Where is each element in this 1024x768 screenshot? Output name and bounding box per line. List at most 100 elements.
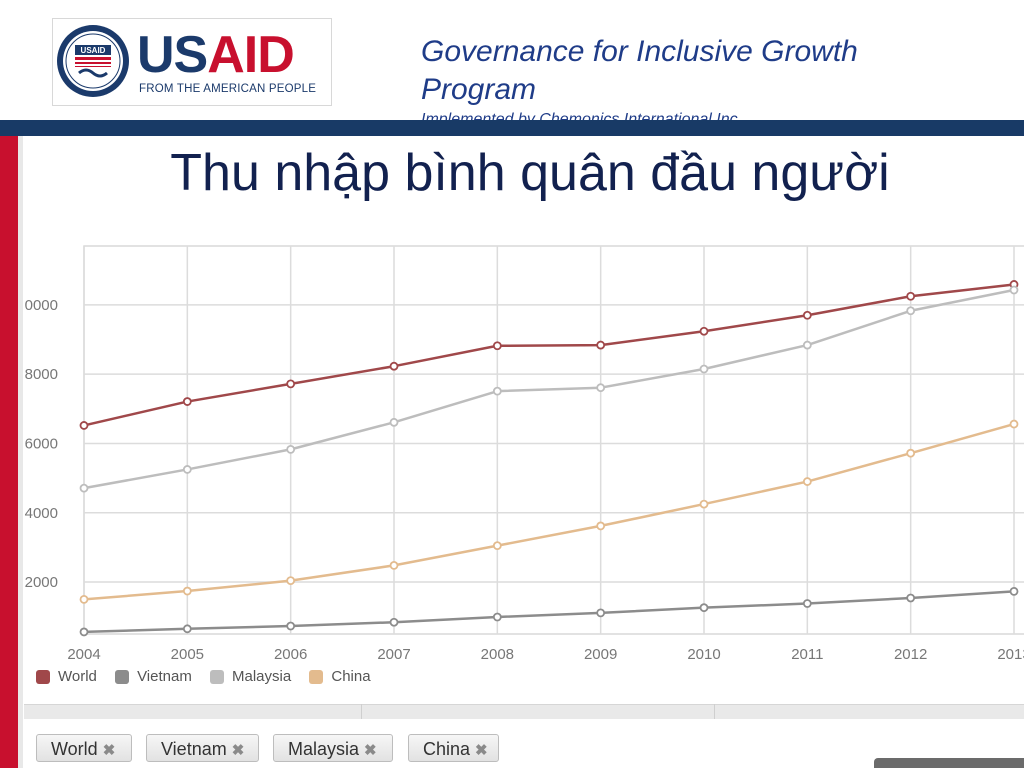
data-point-world bbox=[79, 421, 89, 430]
y-tick-label: 10000 bbox=[24, 297, 58, 314]
chip-label: Vietnam bbox=[161, 739, 227, 759]
wordmark-aid: AID bbox=[207, 26, 295, 84]
y-tick-label: 4000 bbox=[25, 505, 58, 522]
x-tick-label: 2010 bbox=[687, 646, 720, 663]
data-point-vietnam bbox=[492, 612, 502, 622]
data-point-world bbox=[492, 341, 502, 351]
legend-item-china: China bbox=[309, 668, 371, 685]
income-line-chart: 2000 4000 6000 8000 10000 2004 2005 2006 2007 200… bbox=[24, 245, 1024, 663]
close-icon[interactable]: ✖ bbox=[364, 742, 377, 759]
legend-label: World bbox=[58, 668, 97, 685]
logo-tagline: FROM THE AMERICAN PEOPLE bbox=[139, 83, 317, 95]
data-point-vietnam bbox=[802, 599, 812, 608]
close-icon[interactable]: ✖ bbox=[475, 742, 488, 759]
chip-world[interactable]: World ✖ bbox=[36, 734, 132, 762]
x-tick-label: 2004 bbox=[67, 646, 100, 663]
legend-label: China bbox=[331, 668, 371, 685]
data-point-malaysia bbox=[286, 444, 296, 454]
data-point-malaysia bbox=[79, 483, 89, 493]
data-point-vietnam bbox=[596, 608, 606, 618]
data-point-world bbox=[802, 310, 812, 320]
data-point-world bbox=[596, 340, 606, 350]
data-point-malaysia bbox=[802, 340, 812, 350]
data-point-china bbox=[699, 499, 709, 509]
data-point-malaysia bbox=[596, 383, 606, 393]
legend-item-malaysia: Malaysia bbox=[210, 668, 291, 685]
side-accent-bar bbox=[0, 136, 18, 768]
y-tick-label: 6000 bbox=[25, 435, 58, 452]
side-accent-shadow bbox=[18, 136, 23, 768]
close-icon[interactable]: ✖ bbox=[231, 742, 245, 759]
x-tick-label: 2007 bbox=[377, 646, 410, 663]
usaid-wordmark: USAID bbox=[137, 26, 295, 84]
program-title: Governance for Inclusive Growth Program bbox=[421, 35, 858, 106]
panel-divider bbox=[361, 704, 362, 719]
program-subtitle: Implemented by Chemonics International I… bbox=[421, 111, 743, 120]
x-tick-label: 2008 bbox=[481, 646, 514, 663]
data-point-vietnam bbox=[906, 593, 916, 603]
slide-title: Thu nhập bình quân đầu người bbox=[170, 144, 890, 202]
data-point-malaysia bbox=[699, 364, 709, 374]
x-tick-label: 2011 bbox=[791, 646, 823, 663]
legend-swatch bbox=[309, 669, 324, 684]
legend-swatch bbox=[115, 669, 130, 684]
data-point-malaysia bbox=[389, 417, 399, 427]
legend-item-vietnam: Vietnam bbox=[115, 668, 192, 685]
series-line-vietnam bbox=[83, 590, 1015, 634]
data-point-malaysia bbox=[492, 386, 502, 396]
header-band bbox=[0, 120, 1024, 136]
data-point-china bbox=[182, 586, 192, 596]
x-tick-label: 2012 bbox=[894, 646, 927, 663]
data-point-vietnam bbox=[182, 624, 192, 634]
series-line-world bbox=[83, 283, 1015, 427]
data-point-china bbox=[286, 576, 296, 586]
data-point-china bbox=[389, 561, 399, 570]
legend-item-world: World bbox=[36, 668, 97, 685]
legend-label: Malaysia bbox=[232, 668, 292, 685]
data-point-vietnam bbox=[389, 617, 399, 627]
data-point-china bbox=[492, 541, 502, 551]
legend-swatch bbox=[36, 669, 50, 684]
data-point-world bbox=[699, 326, 709, 336]
chip-label: World bbox=[51, 739, 98, 759]
data-point-malaysia bbox=[182, 465, 192, 474]
chart-legend: World Vietnam Malaysia China bbox=[36, 668, 385, 688]
data-point-china bbox=[802, 477, 812, 486]
controls-panel bbox=[24, 704, 1024, 719]
data-point-vietnam bbox=[1009, 586, 1019, 596]
data-point-china bbox=[79, 594, 89, 604]
seal-label: USAID bbox=[81, 46, 106, 55]
chip-vietnam[interactable]: Vietnam ✖ bbox=[146, 734, 259, 762]
data-point-malaysia bbox=[906, 306, 916, 316]
series-line-china bbox=[83, 422, 1015, 601]
usaid-seal-icon: USAID bbox=[57, 25, 129, 97]
legend-label: Vietnam bbox=[137, 668, 192, 685]
data-point-world bbox=[389, 361, 399, 371]
data-point-world bbox=[182, 397, 192, 406]
panel-divider bbox=[714, 704, 715, 719]
data-point-vietnam bbox=[699, 603, 709, 613]
usaid-logo: USAID USAID FROM THE AMERICAN PEOPLE bbox=[52, 18, 332, 106]
legend-swatch bbox=[210, 669, 225, 684]
chip-malaysia[interactable]: Malaysia ✖ bbox=[273, 734, 393, 762]
chip-china[interactable]: China ✖ bbox=[408, 734, 499, 762]
chip-label: Malaysia bbox=[288, 739, 360, 759]
data-point-malaysia bbox=[1009, 285, 1019, 295]
data-point-vietnam bbox=[286, 621, 296, 631]
chip-label: China bbox=[423, 739, 471, 759]
wordmark-us: US bbox=[137, 26, 208, 84]
data-point-vietnam bbox=[79, 627, 89, 637]
data-point-world bbox=[286, 379, 296, 389]
x-tick-label: 2009 bbox=[584, 646, 617, 663]
series-line-malaysia bbox=[83, 288, 1015, 490]
data-point-world bbox=[906, 291, 916, 301]
data-point-china bbox=[906, 448, 916, 458]
x-tick-label: 2013 bbox=[997, 646, 1024, 663]
x-tick-label: 2005 bbox=[171, 646, 204, 663]
y-tick-label: 8000 bbox=[25, 366, 58, 383]
close-icon[interactable]: ✖ bbox=[102, 742, 116, 759]
corner-tab bbox=[874, 758, 1024, 768]
x-tick-label: 2006 bbox=[274, 646, 307, 663]
data-point-china bbox=[1009, 419, 1019, 429]
data-point-china bbox=[596, 521, 606, 531]
